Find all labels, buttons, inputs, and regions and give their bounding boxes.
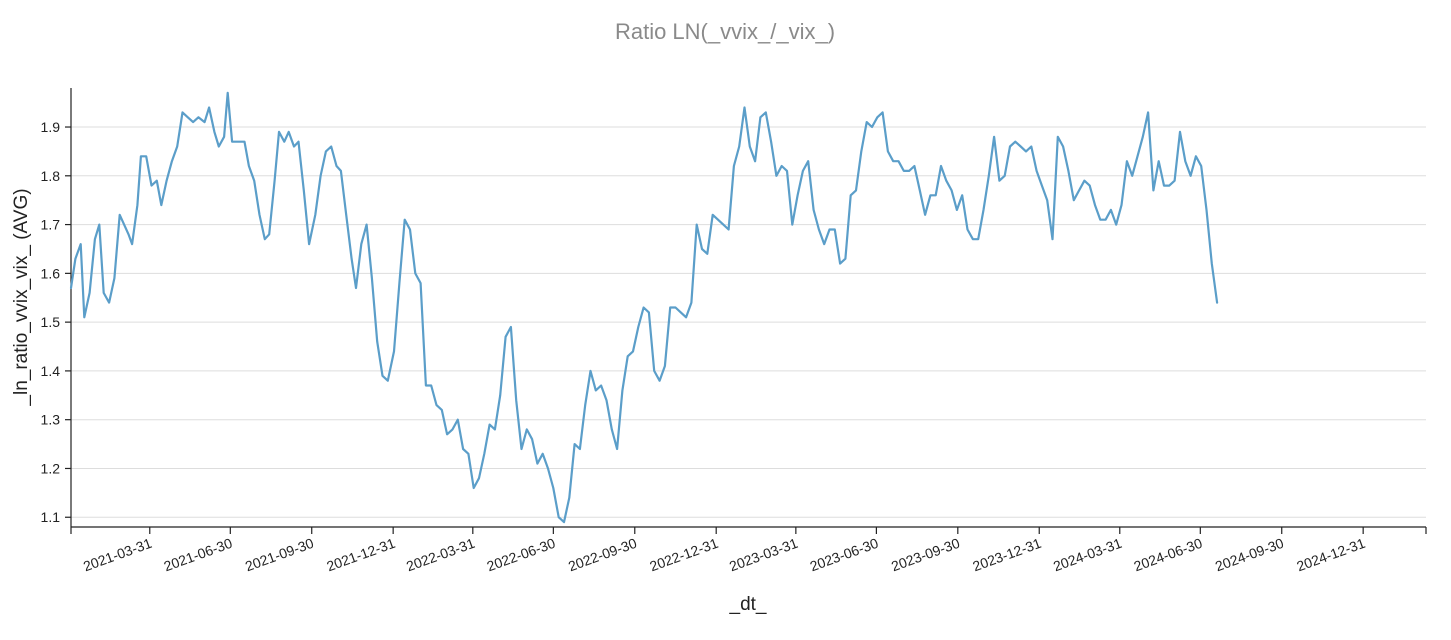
- x-tick-label: 2024-12-31: [1294, 535, 1367, 575]
- x-axis-ticks: 2021-03-31 2021-06-30 2021-09-30 2021-12-31…: [70, 527, 1427, 575]
- x-tick-label: 2023-03-31: [727, 535, 800, 575]
- y-axis-ticks: 1.1 1.2 1.3 1.4 1.5 1.6 1.7 1.8 1.9: [41, 119, 71, 525]
- x-tick-label: 2021-09-30: [243, 535, 316, 575]
- gridlines: [71, 126, 1426, 518]
- y-tick-label: 1.5: [41, 314, 61, 330]
- x-tick-label: 2023-09-30: [889, 535, 962, 575]
- y-tick-label: 1.7: [41, 217, 61, 233]
- x-tick-label: 2022-12-31: [647, 535, 720, 575]
- y-tick-label: 1.2: [41, 460, 61, 476]
- chart-title: Ratio LN(_vvix_/_vix_): [615, 19, 835, 44]
- x-tick-label: 2024-06-30: [1132, 535, 1205, 575]
- x-tick-label: 2022-03-31: [404, 535, 477, 575]
- y-axis-label: _ln_ratio_vvix_vix_ (AVG): [11, 188, 32, 406]
- x-tick-label: 2024-09-30: [1213, 535, 1286, 575]
- y-tick-label: 1.9: [41, 119, 61, 135]
- x-tick-label: 2021-06-30: [162, 535, 235, 575]
- x-axis-label: _dt_: [729, 594, 767, 615]
- series-line: [69, 91, 1219, 524]
- x-tick-label: 2022-06-30: [485, 535, 558, 575]
- y-tick-label: 1.6: [41, 265, 61, 281]
- x-tick-label: 2023-12-31: [970, 535, 1043, 575]
- x-tick-label: 2023-06-30: [808, 535, 881, 575]
- y-tick-label: 1.1: [41, 509, 61, 525]
- series-group: [69, 91, 1219, 524]
- x-tick-label: 2021-12-31: [324, 535, 397, 575]
- x-tick-label: 2022-09-30: [566, 535, 639, 575]
- x-tick-label: 2021-03-31: [81, 535, 154, 575]
- y-tick-label: 1.4: [41, 363, 61, 379]
- y-tick-label: 1.8: [41, 168, 61, 184]
- x-tick-label: 2024-03-31: [1051, 535, 1124, 575]
- y-tick-label: 1.3: [41, 412, 61, 428]
